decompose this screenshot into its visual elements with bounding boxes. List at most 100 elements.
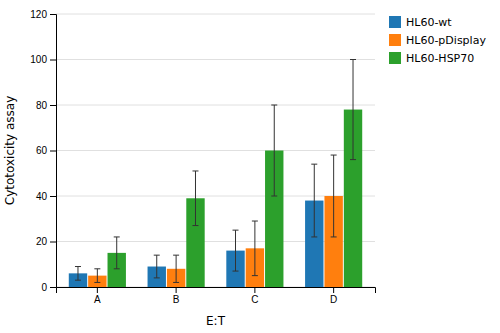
error-cap <box>350 59 356 60</box>
x-axis-title: E:T <box>206 314 226 328</box>
error-line <box>254 221 255 276</box>
legend-item: HL60-wt <box>389 16 452 29</box>
error-cap <box>75 266 81 267</box>
axis-line <box>57 288 376 294</box>
tick: B <box>173 287 180 305</box>
error-bar <box>192 171 198 226</box>
error-cap <box>173 255 179 256</box>
tick-mark <box>254 287 255 293</box>
grid-line <box>56 150 375 151</box>
error-bar <box>331 155 337 237</box>
legend-label: HL60-pDisplay <box>406 34 486 47</box>
legend-swatch <box>389 16 401 28</box>
error-bar <box>173 255 179 282</box>
grid-line <box>56 14 375 15</box>
tick-mark <box>97 287 98 293</box>
tick-label: B <box>173 294 180 305</box>
error-cap <box>311 164 317 165</box>
error-bar <box>114 237 120 269</box>
series <box>88 155 343 287</box>
tick-label: 120 <box>30 9 47 20</box>
tick: 60 <box>36 145 56 156</box>
error-line <box>176 255 177 282</box>
y-axis-title: Cytotoxicity assay <box>3 96 17 206</box>
legend-item: HL60-HSP70 <box>389 52 474 65</box>
tick: 0 <box>41 282 56 293</box>
tick-label: 0 <box>41 282 47 293</box>
series <box>69 164 324 287</box>
error-bar <box>311 164 317 237</box>
tick-mark <box>50 151 56 152</box>
error-line <box>97 269 98 283</box>
tick-mark <box>50 105 56 106</box>
error-cap <box>252 221 258 222</box>
error-cap <box>331 236 337 237</box>
tick-mark <box>333 287 334 293</box>
error-line <box>156 255 157 278</box>
tick: 40 <box>36 191 56 202</box>
error-bar <box>350 60 356 160</box>
error-line <box>77 267 78 281</box>
y-axis: 0 20 40 60 80 100 120 <box>30 9 56 293</box>
error-bar <box>75 267 81 281</box>
legend: HL60-wt HL60-pDisplay HL60-HSP70 <box>389 16 486 65</box>
tick-mark <box>50 287 56 288</box>
tick: 100 <box>30 54 56 65</box>
tick-mark <box>50 242 56 243</box>
x-axis: A B C D <box>57 287 376 305</box>
legend-swatch <box>389 52 401 64</box>
error-cap <box>271 105 277 106</box>
error-line <box>333 155 334 237</box>
error-line <box>116 237 117 269</box>
series <box>108 60 363 288</box>
error-line <box>353 60 354 160</box>
tick: 120 <box>30 9 56 20</box>
error-cap <box>311 236 317 237</box>
grid-line <box>56 59 375 60</box>
error-cap <box>233 271 239 272</box>
error-bar <box>154 255 160 278</box>
tick-label: A <box>94 294 101 305</box>
error-line <box>314 164 315 237</box>
error-bar <box>233 230 239 271</box>
axis-line <box>50 15 57 288</box>
error-cap <box>173 282 179 283</box>
legend-item: HL60-pDisplay <box>389 34 486 47</box>
error-bar <box>271 105 277 196</box>
error-line <box>195 171 196 226</box>
tick: D <box>330 287 337 305</box>
error-cap <box>192 170 198 171</box>
error-cap <box>114 236 120 237</box>
error-cap <box>154 277 160 278</box>
error-bar <box>94 269 100 283</box>
grid <box>56 14 375 287</box>
tick-label: 80 <box>36 100 48 111</box>
error-cap <box>271 196 277 197</box>
error-line <box>235 230 236 271</box>
tick: A <box>94 287 101 305</box>
tick-label: 60 <box>36 145 48 156</box>
error-bar <box>252 221 258 276</box>
error-cap <box>94 268 100 269</box>
chart: 0 20 40 60 80 100 120 A B C D E:T Cytotoxicity assay… <box>0 0 500 333</box>
error-cap <box>114 268 120 269</box>
legend-swatch <box>389 34 401 46</box>
error-cap <box>252 275 258 276</box>
error-cap <box>350 159 356 160</box>
tick-mark <box>50 196 56 197</box>
error-cap <box>192 225 198 226</box>
error-cap <box>94 282 100 283</box>
legend-label: HL60-wt <box>406 16 452 29</box>
grid-line <box>56 105 375 106</box>
error-cap <box>154 255 160 256</box>
tick-label: 100 <box>30 54 47 65</box>
error-cap <box>233 230 239 231</box>
error-cap <box>331 155 337 156</box>
tick-mark <box>176 287 177 293</box>
tick-mark <box>50 14 56 15</box>
tick: 80 <box>36 100 56 111</box>
tick-label: D <box>330 294 337 305</box>
tick: C <box>251 287 258 305</box>
tick-label: 20 <box>36 236 48 247</box>
tick-label: 40 <box>36 191 48 202</box>
